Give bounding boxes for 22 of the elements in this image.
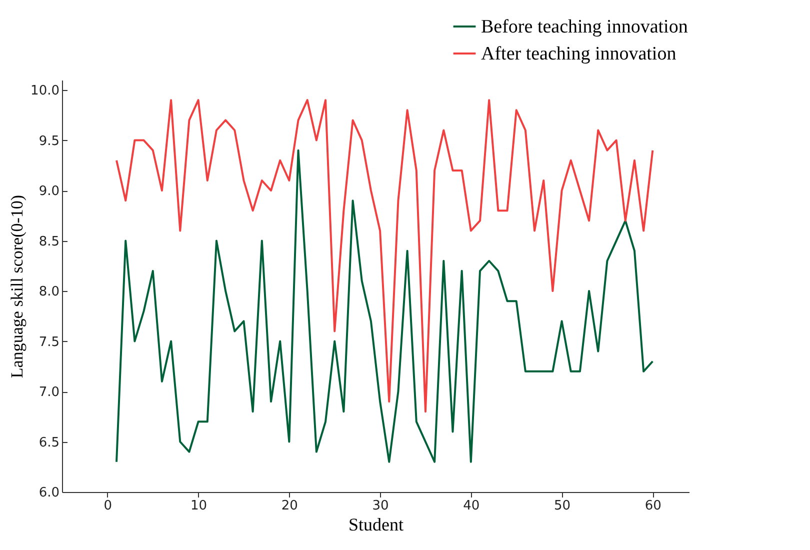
y-tick-label: 6.0	[38, 486, 60, 500]
line-series	[116, 149, 654, 463]
legend-label: Before teaching innovation	[481, 16, 688, 38]
x-tick-label: 50	[554, 498, 571, 514]
line-series	[116, 99, 654, 413]
x-tick-label: 20	[281, 498, 298, 514]
y-tick-label: 7.5	[38, 334, 60, 350]
y-tick-label: 8.5	[38, 234, 60, 250]
y-tick-label: 10.0	[30, 84, 60, 99]
y-tick-label: 9.0	[38, 184, 60, 200]
y-axis-title: Language skill score(0-10)	[8, 194, 27, 378]
y-tick-label: 6.5	[38, 435, 60, 450]
y-tick-label: 8.0	[38, 284, 60, 300]
x-tick-label: 40	[463, 498, 480, 514]
x-tick-label: 0	[104, 498, 112, 514]
x-axis-title: Student	[348, 514, 404, 534]
y-tick-label: 7.0	[38, 385, 60, 400]
x-tick-label: 10	[190, 498, 208, 514]
legend-label: After teaching innovation	[481, 44, 677, 64]
x-tick-label: 30	[372, 498, 389, 514]
y-tick-label: 9.5	[38, 134, 60, 149]
x-tick-label: 60	[644, 498, 662, 514]
